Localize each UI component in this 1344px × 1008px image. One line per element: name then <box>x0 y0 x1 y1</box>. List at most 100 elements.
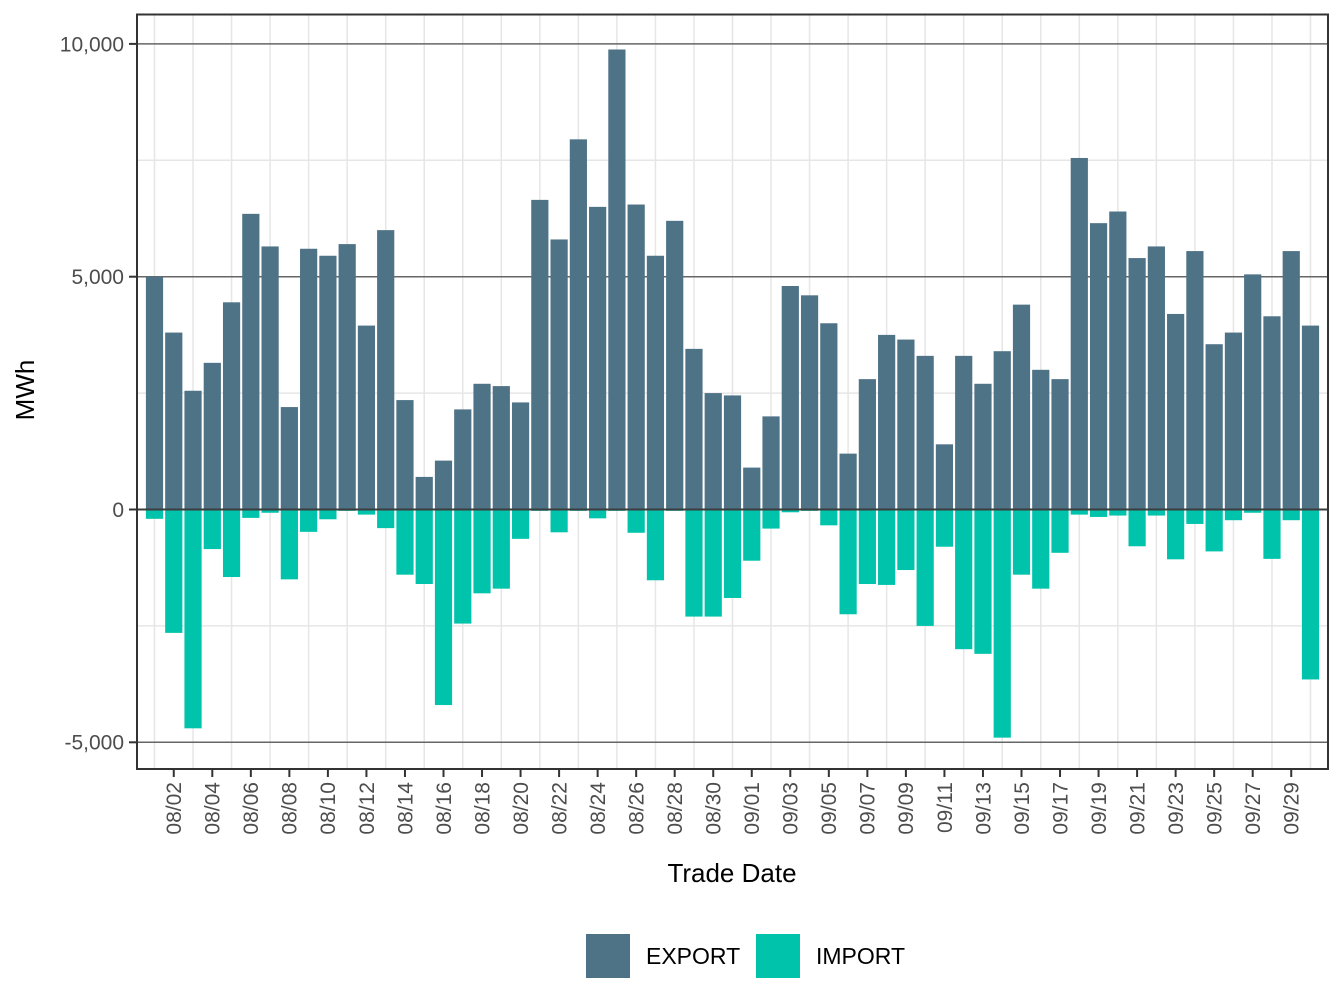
y-axis-title: MWh <box>10 360 40 421</box>
bar-export-09/30 <box>1301 325 1320 510</box>
bar-export-09/19 <box>1089 223 1108 510</box>
x-tick-label: 09/17 <box>1049 782 1072 835</box>
bar-export-08/05 <box>222 302 241 510</box>
x-tick-label: 09/15 <box>1011 782 1034 835</box>
bar-import-09/27 <box>1244 509 1262 513</box>
x-tick-label: 08/04 <box>202 782 225 835</box>
x-tick-label: 09/09 <box>895 782 918 835</box>
x-tick-label: 08/10 <box>317 782 340 835</box>
x-tick-label: 08/26 <box>626 782 649 835</box>
bar-import-09/18 <box>1070 509 1088 515</box>
bar-export-08/21 <box>531 199 549 510</box>
bar-import-08/31 <box>723 509 742 598</box>
bar-export-08/31 <box>723 395 742 510</box>
bar-export-08/14 <box>396 400 414 510</box>
bar-export-08/09 <box>300 248 318 510</box>
bar-export-09/24 <box>1186 251 1204 510</box>
x-tick-label: 08/18 <box>471 782 494 835</box>
bar-import-09/05 <box>820 509 838 526</box>
x-tick-label: 09/27 <box>1242 782 1265 835</box>
bar-import-09/14 <box>993 509 1011 738</box>
bar-export-09/04 <box>800 295 819 510</box>
legend: EXPORT IMPORT <box>586 934 905 978</box>
bar-export-09/28 <box>1263 316 1281 510</box>
bar-import-08/02 <box>165 509 183 633</box>
bar-export-08/18 <box>473 383 491 510</box>
bar-import-08/29 <box>685 509 703 617</box>
bar-export-09/18 <box>1070 157 1088 510</box>
bar-import-08/26 <box>627 509 645 533</box>
bar-export-09/23 <box>1167 313 1185 510</box>
bar-export-09/29 <box>1282 251 1300 510</box>
bar-import-08/12 <box>357 509 376 515</box>
x-tick-label: 08/02 <box>163 782 186 835</box>
bar-import-09/17 <box>1051 509 1069 553</box>
bar-import-08/14 <box>396 509 414 575</box>
bar-import-09/23 <box>1167 509 1185 560</box>
bar-import-09/13 <box>974 509 992 654</box>
bar-export-09/15 <box>1012 304 1031 510</box>
bar-import-09/07 <box>858 509 876 584</box>
bar-export-08/29 <box>685 348 703 510</box>
panel-border <box>136 13 1329 770</box>
bar-import-09/12 <box>955 509 973 650</box>
x-tick-label: 08/16 <box>433 782 456 835</box>
x-tick-label: 09/25 <box>1204 782 1227 835</box>
bar-export-08/10 <box>319 255 337 510</box>
bar-import-09/02 <box>762 509 780 529</box>
x-tick-label: 08/06 <box>240 782 263 835</box>
x-tick-label: 09/01 <box>741 782 764 835</box>
bar-export-08/17 <box>454 409 472 510</box>
bar-export-08/02 <box>165 332 183 510</box>
bar-import-08/09 <box>300 509 318 532</box>
bar-export-09/01 <box>743 467 761 510</box>
bar-import-09/24 <box>1186 509 1204 524</box>
bar-import-08/30 <box>704 509 722 617</box>
bar-export-09/12 <box>955 355 973 510</box>
bar-export-08/11 <box>338 244 356 510</box>
bar-import-09/01 <box>743 509 761 561</box>
bar-import-09/26 <box>1224 509 1243 521</box>
bar-export-08/30 <box>704 393 722 510</box>
y-tick-label: 0 <box>112 499 124 522</box>
bar-import-08/06 <box>242 509 260 518</box>
bar-import-08/07 <box>261 509 279 513</box>
bar-export-09/09 <box>897 339 915 510</box>
bar-import-08/05 <box>222 509 241 578</box>
bar-export-08/26 <box>627 204 645 510</box>
x-tick-label: 08/24 <box>587 782 610 835</box>
bar-import-08/03 <box>184 509 202 729</box>
x-tick-label: 08/28 <box>664 782 687 835</box>
x-tick-label: 09/21 <box>1126 782 1149 835</box>
bar-export-08/08 <box>280 407 298 510</box>
bar-import-08/18 <box>473 509 491 594</box>
bar-export-09/13 <box>974 383 992 510</box>
bar-export-09/26 <box>1224 332 1243 510</box>
bar-export-08/12 <box>357 325 376 510</box>
bar-export-09/20 <box>1109 211 1127 510</box>
bar-export-09/08 <box>878 334 896 510</box>
x-tick-label: 09/19 <box>1088 782 1111 835</box>
bar-import-08/01 <box>145 509 164 519</box>
bar-import-08/20 <box>511 509 530 539</box>
bar-export-09/07 <box>858 379 876 510</box>
bar-export-08/24 <box>589 206 607 510</box>
bar-export-09/17 <box>1051 379 1069 510</box>
bar-export-08/01 <box>145 276 164 510</box>
bar-export-09/27 <box>1244 274 1262 510</box>
bar-export-08/16 <box>434 460 453 510</box>
y-tick-label: 10,000 <box>60 33 124 56</box>
bar-import-09/03 <box>781 509 799 513</box>
bar-export-09/25 <box>1205 344 1223 510</box>
y-tick-label: 5,000 <box>71 266 124 289</box>
x-tick-label: 08/12 <box>356 782 379 835</box>
bar-import-09/25 <box>1205 509 1223 552</box>
bar-export-09/02 <box>762 416 780 510</box>
bar-import-08/13 <box>377 509 395 529</box>
bar-export-09/16 <box>1032 369 1050 510</box>
bar-export-09/03 <box>781 286 799 510</box>
x-tick-label: 09/29 <box>1281 782 1304 835</box>
x-tick-label: 09/23 <box>1165 782 1188 835</box>
